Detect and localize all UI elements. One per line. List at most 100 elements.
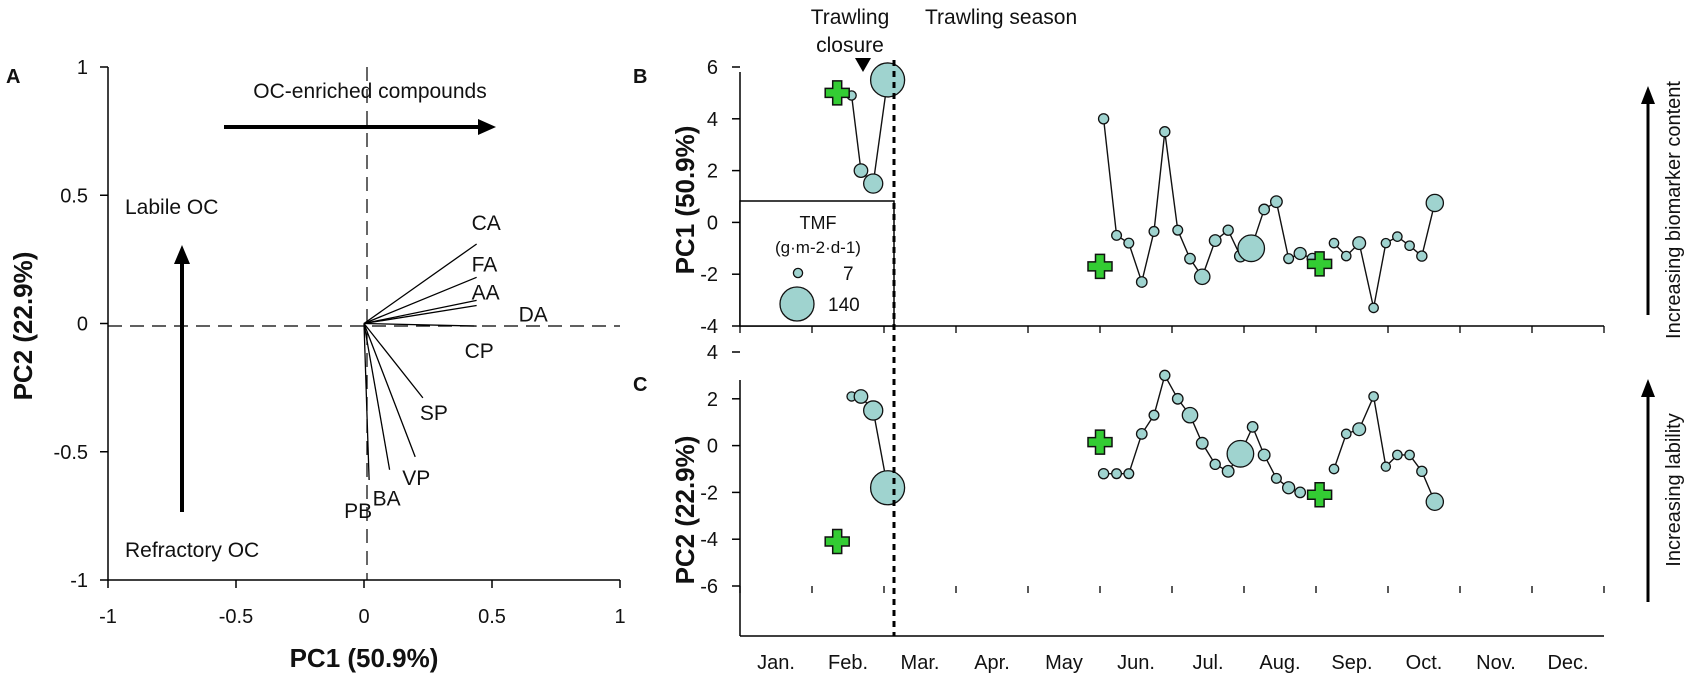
- trawling-season-label: Trawling season: [925, 6, 1077, 29]
- panel-c-y-label: PC2 (22.9%): [670, 436, 700, 585]
- panel-b-bubble: [1368, 302, 1379, 314]
- loading-label-pb: PB: [344, 500, 372, 523]
- panel-c-bubble: [1159, 369, 1171, 382]
- panel-b-bubble: [1340, 250, 1352, 262]
- panel-a-y-tick-label: 0: [77, 314, 88, 336]
- panel-c-bubble: [1246, 420, 1259, 433]
- biomarker-arrow-head: [1641, 86, 1655, 104]
- panel-c-ticks: 4 2 0 -2 -4 -6 Jan. Feb. Mar. Apr. May Jun. Jul. Aug.…: [700, 342, 1605, 674]
- closure-marker-triangle: [855, 58, 871, 72]
- panel-a-ticks: -1 -0.5 0 0.5 1 1 0.5 0 -0.5 -1: [54, 57, 626, 628]
- panel-c-y-tick-label: 4: [707, 342, 718, 364]
- panel-c-cross-marker: [824, 528, 850, 555]
- month-label-jun: Jun.: [1117, 652, 1155, 674]
- panel-b-bubble: [1404, 240, 1415, 252]
- panel-c-bubble: [1294, 486, 1307, 499]
- loading-vector-fa: [363, 276, 477, 325]
- loading-label-da: DA: [519, 304, 548, 327]
- panel-b-bubble: [1269, 195, 1283, 209]
- panel-b-bubble: [1222, 224, 1234, 236]
- loading-vector-ba: [363, 323, 391, 470]
- panel-c-bubble: [1328, 463, 1340, 475]
- panel-b-bubble: [1193, 268, 1211, 286]
- panel-c-bubble: [869, 470, 906, 506]
- loading-label-ca: CA: [472, 212, 501, 235]
- tmf-legend-unit: (g·m-2·d-1): [775, 238, 861, 257]
- panel-b-cross-marker: [1306, 251, 1333, 277]
- loading-vector-ca: [363, 243, 478, 325]
- tmf-legend-large-bubble: [779, 286, 815, 322]
- panel-c-bubble: [1171, 392, 1184, 405]
- panel-c-y-tick-label: 0: [707, 436, 718, 458]
- panel-b-bubble: [1392, 231, 1403, 242]
- month-label-jan: Jan.: [757, 652, 795, 674]
- month-label-may: May: [1045, 652, 1083, 674]
- panel-b-y-label: PC1 (50.9%): [670, 126, 700, 275]
- panel-b-series-line-1: [1102, 118, 1313, 285]
- panel-b-bubble: [1416, 250, 1428, 262]
- panel-c-y-tick-label: 2: [707, 389, 718, 411]
- lability-arrow-head: [174, 245, 190, 264]
- panel-c-bubble: [1123, 468, 1135, 480]
- panel-b-bubble: [1293, 246, 1307, 261]
- month-label-feb: Feb.: [828, 652, 868, 674]
- loading-vector-sp: [363, 323, 424, 399]
- panel-c-bubble: [1416, 465, 1428, 478]
- panel-b-bubble: [1148, 225, 1160, 237]
- panel-b-bubble: [1258, 203, 1271, 216]
- tmf-legend-small-label: 7: [843, 264, 854, 285]
- panel-b-bubble: [1135, 276, 1148, 288]
- loading-label-ba: BA: [373, 488, 401, 511]
- panel-c-series: [824, 369, 1445, 555]
- panel-c-bubble: [1257, 448, 1271, 462]
- panel-b-bubble: [1237, 234, 1266, 263]
- panel-c-bubble: [1425, 492, 1445, 512]
- panel-b-bubble: [1184, 252, 1196, 265]
- panel-b-bubble: [1172, 224, 1184, 236]
- panel-a-y-tick-label: 1: [77, 57, 88, 79]
- panel-a-y-tick-label: -1: [70, 570, 88, 592]
- loading-label-sp: SP: [420, 402, 448, 425]
- month-label-jul: Jul.: [1192, 652, 1223, 674]
- panel-b-bubble: [1380, 237, 1392, 249]
- panel-c-cross-marker: [1306, 481, 1333, 508]
- month-label-apr: Apr.: [974, 652, 1010, 674]
- month-label-nov: Nov.: [1476, 652, 1516, 674]
- loading-label-cp: CP: [465, 340, 494, 363]
- lability-right-arrow-head: [1641, 379, 1655, 397]
- panel-b-bubble: [1159, 126, 1171, 138]
- panel-c-y-tick-label: -2: [700, 482, 718, 504]
- panel-b-y-tick-label: 2: [707, 161, 718, 183]
- oc-enriched-label: OC-enriched compounds: [253, 80, 486, 103]
- panel-b-bubble: [1208, 234, 1222, 247]
- panel-c-bubble: [1148, 409, 1160, 421]
- panel-c-bubble: [1181, 406, 1199, 424]
- loading-label-aa: AA: [472, 281, 500, 304]
- month-label-sep: Sep.: [1331, 652, 1372, 674]
- panel-a-x-tick-label: -1: [99, 606, 117, 628]
- panel-b-bubble: [863, 173, 884, 194]
- month-label-dec: Dec.: [1547, 652, 1588, 674]
- increasing-lability-label: Increasing lability: [1663, 413, 1685, 566]
- tmf-legend-small-bubble: [792, 267, 804, 279]
- panel-c-bubble: [1380, 461, 1392, 472]
- panel-b-cross-marker: [824, 80, 850, 106]
- tmf-legend-large-label: 140: [828, 295, 860, 316]
- loading-label-fa: FA: [472, 253, 498, 276]
- month-label-aug: Aug.: [1259, 652, 1300, 674]
- panel-c-bubble: [1404, 449, 1415, 461]
- panel-c-bubble: [1352, 422, 1367, 437]
- panel-c-series-line-2: [1333, 394, 1436, 503]
- panel-c: C 4 2 0 -2 -4 -6 Jan. Feb. Mar. Apr. May Jun. Jul. Au…: [633, 342, 1685, 674]
- panel-c-bubble: [1097, 467, 1110, 480]
- panel-c-bubble: [1340, 428, 1352, 440]
- month-label-mar: Mar.: [901, 652, 940, 674]
- panel-a-y-label: PC2 (22.9%): [8, 252, 38, 401]
- panel-c-bubble: [1135, 427, 1148, 440]
- loading-vector-vp: [363, 323, 416, 458]
- panel-a-y-tick-label: 0.5: [60, 185, 88, 207]
- panel-a-x-tick-label: 0: [358, 606, 369, 628]
- loading-vector-pb: [363, 323, 370, 480]
- refractory-oc-label: Refractory OC: [125, 539, 259, 562]
